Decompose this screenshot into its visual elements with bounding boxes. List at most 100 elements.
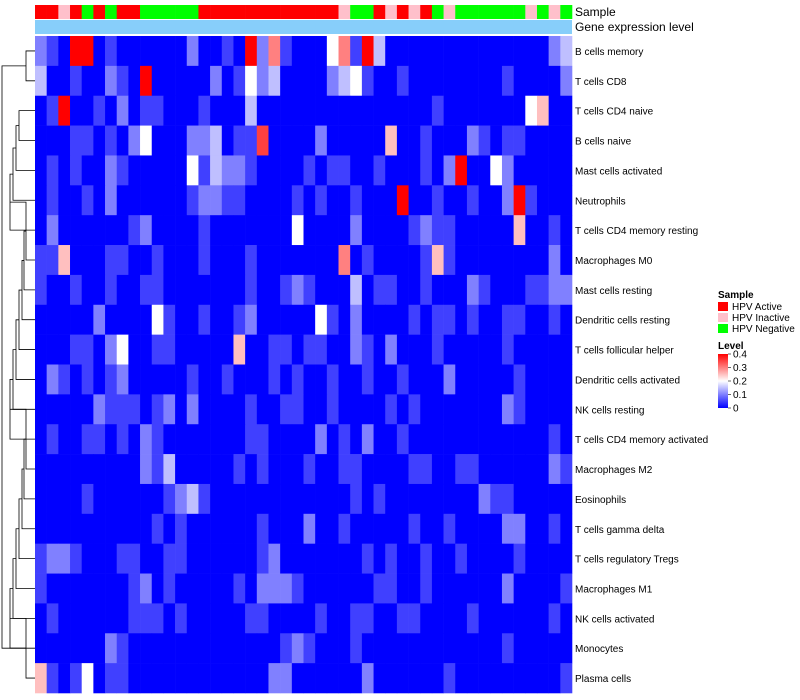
heatmap-cell xyxy=(408,394,421,425)
heatmap-cell xyxy=(175,513,188,544)
heatmap-cell xyxy=(525,274,538,306)
heatmap-cell xyxy=(245,125,258,156)
heatmap-cell xyxy=(291,633,304,664)
sample-annotation-cell xyxy=(408,5,421,19)
heatmap-cell xyxy=(560,36,573,67)
heatmap-cell xyxy=(58,125,71,156)
sample-annotation-cell xyxy=(151,5,164,19)
heatmap-cell xyxy=(303,543,316,574)
heatmap-cell xyxy=(326,663,339,694)
heatmap-cell xyxy=(525,65,538,97)
heatmap-cell xyxy=(536,543,549,574)
heatmap-cell xyxy=(350,633,363,664)
heatmap-cell xyxy=(326,125,339,156)
heatmap-cell xyxy=(408,185,421,216)
heatmap-cell xyxy=(525,663,538,694)
heatmap-cell xyxy=(350,603,363,634)
heatmap-cell xyxy=(490,573,503,604)
heatmap-cell xyxy=(163,334,176,365)
heatmap-cell xyxy=(431,603,444,634)
sample-annotation-cell xyxy=(256,5,269,19)
heatmap-cell xyxy=(70,663,82,694)
heatmap-cell xyxy=(466,603,479,634)
heatmap-cell xyxy=(560,573,573,604)
heatmap-cell xyxy=(233,663,246,694)
heatmap-cell xyxy=(210,424,223,455)
heatmap-cell xyxy=(361,245,374,276)
heatmap-cell xyxy=(70,364,82,395)
heatmap-cell xyxy=(420,513,433,544)
heatmap-cell xyxy=(361,394,374,425)
heatmap-cell xyxy=(326,513,339,544)
heatmap-cell xyxy=(373,424,386,455)
heatmap-cell xyxy=(35,185,47,216)
heatmap-cell xyxy=(548,603,561,634)
heatmap-cell xyxy=(256,95,269,126)
heatmap-cell xyxy=(350,125,363,156)
heatmap-cell xyxy=(513,65,526,97)
heatmap-cell xyxy=(140,483,153,515)
heatmap-cell xyxy=(233,245,246,276)
heatmap-cell xyxy=(536,424,549,455)
heatmap-cell xyxy=(548,424,561,455)
heatmap-cell xyxy=(396,573,409,604)
heatmap-cell xyxy=(186,95,199,126)
heatmap-cell xyxy=(536,483,549,515)
heatmap-cell xyxy=(70,483,82,515)
heatmap-cell xyxy=(280,663,293,694)
heatmap-cell xyxy=(128,394,141,425)
heatmap-cell xyxy=(536,274,549,306)
heatmap-cell xyxy=(93,334,106,365)
heatmap-cell xyxy=(116,424,129,455)
heatmap-cell xyxy=(186,663,199,694)
heatmap-cell xyxy=(466,513,479,544)
heatmap-cell xyxy=(105,274,118,306)
heatmap-cell xyxy=(501,304,514,335)
heatmap-cell xyxy=(81,394,94,425)
heatmap-cell xyxy=(560,603,573,634)
heatmap-cell xyxy=(560,274,573,306)
heatmap-cell xyxy=(303,573,316,604)
heatmap-cell xyxy=(536,125,549,156)
heatmap-cell xyxy=(490,364,503,395)
heatmap-cell xyxy=(536,454,549,485)
heatmap-cell xyxy=(198,483,211,515)
heatmap-cell xyxy=(315,95,328,126)
heatmap-cell xyxy=(560,185,573,216)
heatmap-cell xyxy=(501,603,514,634)
heatmap-cell xyxy=(268,424,281,455)
heatmap-cell xyxy=(175,633,188,664)
heatmap-cell xyxy=(408,513,421,544)
heatmap-cell xyxy=(315,603,328,634)
heatmap-cell xyxy=(140,573,153,604)
heatmap-cell xyxy=(385,663,398,694)
heatmap-cell xyxy=(58,245,71,276)
heatmap-cell xyxy=(221,36,234,67)
heatmap-cell xyxy=(525,334,538,365)
heatmap-cell xyxy=(408,633,421,664)
heatmap-cell xyxy=(326,95,339,126)
heatmap-cell xyxy=(420,633,433,664)
heatmap-cell xyxy=(210,185,223,216)
heatmap-cell xyxy=(490,185,503,216)
heatmap-cell xyxy=(560,65,573,97)
heatmap-cell xyxy=(233,185,246,216)
heatmap-cell xyxy=(326,304,339,335)
heatmap-cell xyxy=(70,304,82,335)
heatmap-cell xyxy=(431,36,444,67)
heatmap-cell xyxy=(81,573,94,604)
sample-annotation-cell xyxy=(385,5,398,19)
heatmap-cell xyxy=(58,334,71,365)
sample-legend-title: Sample xyxy=(718,290,754,301)
heatmap-cell xyxy=(81,454,94,485)
heatmap-cell xyxy=(513,274,526,306)
sample-annotation-cell xyxy=(466,5,479,19)
heatmap-cell xyxy=(291,125,304,156)
heatmap-cell xyxy=(81,65,94,97)
heatmap-cell xyxy=(466,334,479,365)
heatmap-cell xyxy=(536,364,549,395)
heatmap-cell xyxy=(315,215,328,246)
heatmap-cell xyxy=(385,394,398,425)
heatmap-cell xyxy=(385,603,398,634)
heatmap-cell xyxy=(431,364,444,395)
